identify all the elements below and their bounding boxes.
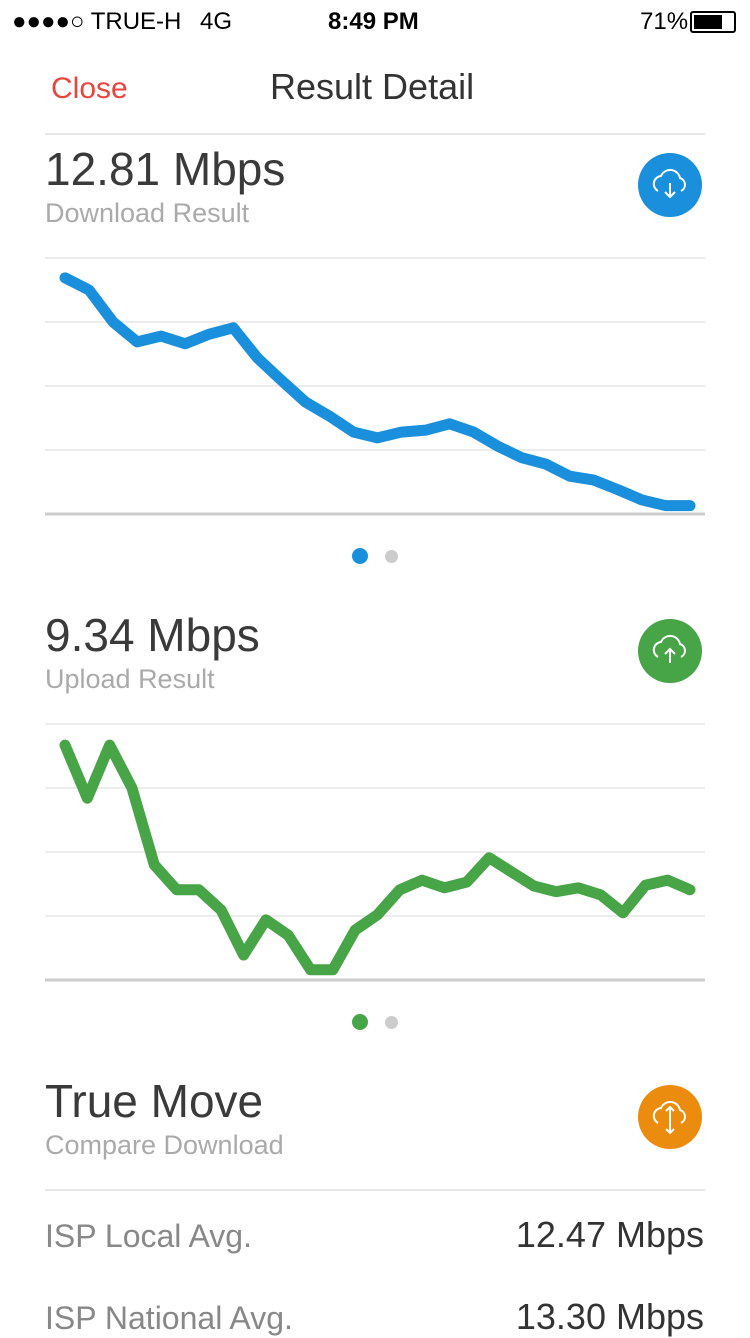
upload-speed: 9.34 Mbps <box>45 609 260 661</box>
carrier: ●●●●○ TRUE-H <box>12 8 182 35</box>
data-line <box>59 272 696 512</box>
page-dot-active[interactable] <box>352 1014 368 1030</box>
download-icon <box>638 153 702 217</box>
network: 4G <box>200 8 233 35</box>
row-value: 12.47 Mbps <box>515 1214 704 1255</box>
row-name: ISP National Avg. <box>45 1300 293 1336</box>
upload-label: Upload Result <box>45 664 215 694</box>
download-speed: 12.81 Mbps <box>45 143 286 195</box>
row-value: 13.30 Mbps <box>515 1296 704 1337</box>
divider <box>45 133 705 135</box>
compare-label: Compare Download <box>45 1130 284 1160</box>
row-name: ISP Local Avg. <box>45 1218 252 1254</box>
compare-title: True Move <box>45 1075 264 1127</box>
page-dot[interactable] <box>385 550 398 563</box>
download-chart <box>45 257 705 516</box>
page-dot[interactable] <box>385 1016 398 1029</box>
battery-percent: 71% <box>640 8 689 35</box>
time: 8:49 PM <box>328 8 419 35</box>
data-line <box>59 739 696 976</box>
upload-chart <box>45 723 705 982</box>
download-label: Download Result <box>45 198 250 228</box>
header-title: Result Detail <box>270 66 475 107</box>
divider <box>45 1189 705 1191</box>
compare-icon <box>638 1085 702 1149</box>
close-button[interactable]: Close <box>51 72 128 105</box>
upload-icon <box>638 619 702 683</box>
page-dot-active[interactable] <box>352 548 368 564</box>
battery-icon <box>690 11 736 33</box>
